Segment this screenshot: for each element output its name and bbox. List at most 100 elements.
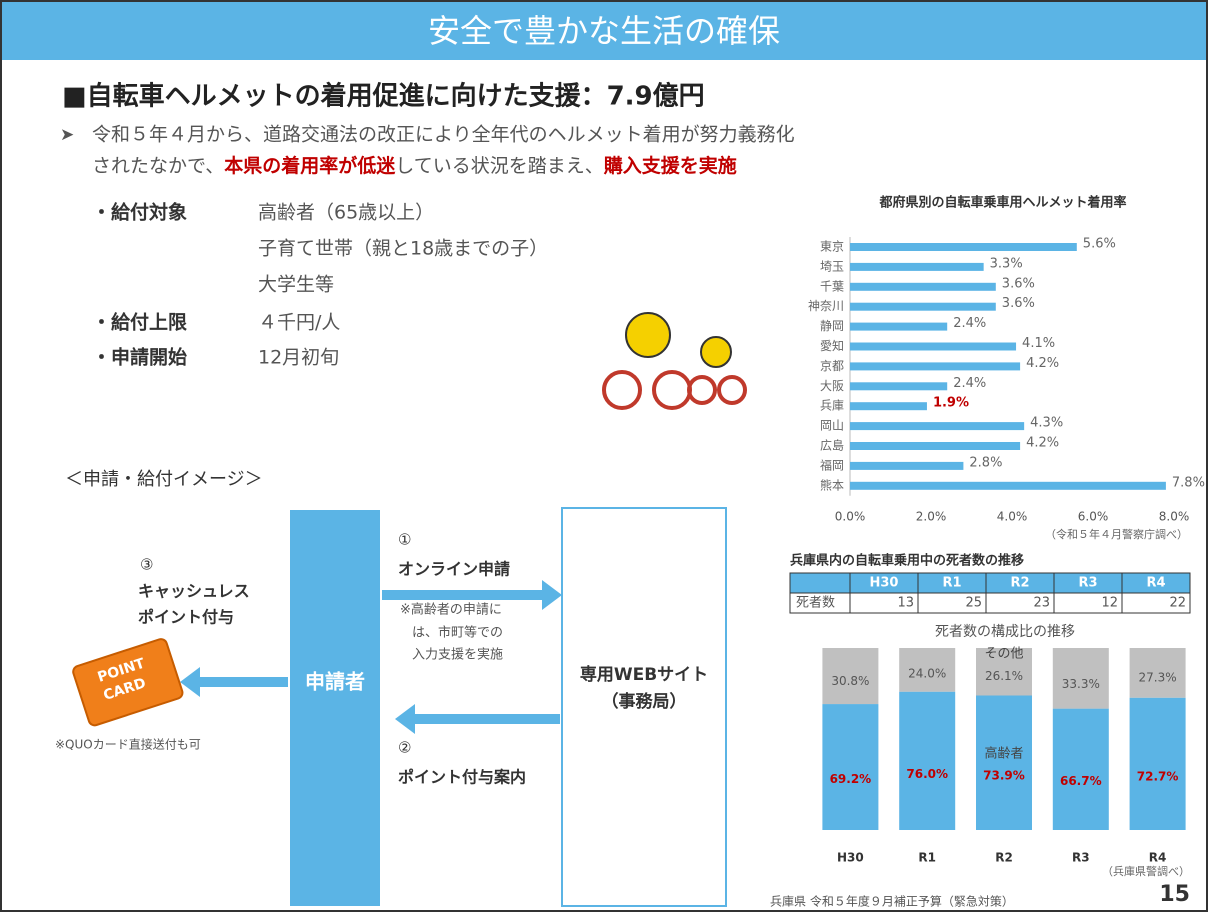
- item-label: ・給付対象: [92, 201, 187, 224]
- item-value: 子育て世帯（親と18歳までの子）: [258, 238, 548, 260]
- intro-line: 令和５年４月から、道路交通法の改正により全年代のヘルメット着用が努力義務化: [92, 124, 795, 146]
- bar: [850, 243, 1077, 251]
- value-label: 30.8%: [831, 674, 869, 688]
- item-value: 高齢者（65歳以上）: [258, 202, 434, 224]
- applicant-box: [290, 510, 380, 906]
- step-note: は、市町等での: [412, 625, 503, 641]
- stacked-bar: [899, 692, 955, 830]
- value-label: 4.3%: [1030, 416, 1063, 431]
- series-name: 高齢者: [984, 746, 1023, 762]
- value-label: 33.3%: [1062, 677, 1100, 691]
- value-label: 4.2%: [1026, 436, 1059, 451]
- site-label: 専用WEBサイト: [580, 665, 708, 685]
- value-label: 3.6%: [1002, 296, 1035, 311]
- intro-text: している状況を踏まえ、: [395, 155, 603, 177]
- value-label: 3.6%: [1002, 276, 1035, 291]
- bar: [850, 402, 927, 410]
- stacked-bar: [822, 704, 878, 830]
- value-label: 26.1%: [985, 669, 1023, 683]
- bar: [850, 283, 996, 291]
- step-label: ポイント付与案内: [398, 768, 526, 787]
- table-column-header: R4: [1146, 576, 1165, 591]
- category-label: 熊本: [820, 477, 844, 492]
- category-label: 岡山: [820, 419, 844, 433]
- series-name: その他: [984, 647, 1023, 662]
- bar: [850, 462, 963, 470]
- table-title: 兵庫県内の自転車乗用中の死者数の推移: [790, 553, 1024, 569]
- step-note: ※高齢者の申請に: [400, 602, 502, 618]
- value-label: 1.9%: [933, 396, 969, 411]
- stacked-bar: [1130, 698, 1186, 830]
- category-label: 愛知: [820, 339, 844, 353]
- value-label: 5.6%: [1083, 237, 1116, 252]
- item-value: ４千円/人: [258, 312, 340, 334]
- value-label: 76.0%: [906, 767, 948, 781]
- chart-source: （兵庫県警調べ）: [1102, 864, 1190, 878]
- table-column-header: R3: [1078, 576, 1097, 591]
- value-label: 7.8%: [1172, 475, 1205, 490]
- bar: [850, 263, 984, 271]
- x-tick-label: R4: [1149, 851, 1167, 865]
- value-label: 73.9%: [983, 769, 1025, 783]
- chart-title: 都府県別の自転車乗車用ヘルメット着用率: [878, 195, 1126, 211]
- value-label: 4.1%: [1022, 336, 1055, 351]
- intro-text: されたなかで、: [92, 155, 224, 177]
- category-label: 広島: [820, 438, 844, 453]
- heading: ■自転車ヘルメットの着用促進に向けた支援：7.9億円: [62, 81, 705, 112]
- value-label: 2.4%: [953, 376, 986, 391]
- category-label: 兵庫: [820, 399, 844, 413]
- intro-line: されたなかで、本県の着用率が低迷している状況を踏まえ、購入支援を実施: [92, 154, 737, 177]
- x-tick-label: 8.0%: [1159, 510, 1190, 524]
- step-number: ②: [398, 739, 411, 757]
- intro-emphasis: 本県の着用率が低迷: [224, 154, 396, 177]
- value-label: 66.7%: [1060, 774, 1102, 788]
- table-column-header: H30: [870, 576, 899, 591]
- x-tick-label: R1: [918, 851, 936, 865]
- diagram-title: ＜申請・給付イメージ＞: [65, 469, 263, 490]
- bar: [850, 323, 947, 331]
- slide: 安全で豊かな生活の確保 ■自転車ヘルメットの着用促進に向けた支援：7.9億円 ➤…: [0, 0, 1208, 912]
- value-label: 27.3%: [1139, 670, 1177, 684]
- applicant-label: 申請者: [305, 670, 365, 694]
- category-label: 埼玉: [820, 259, 844, 273]
- value-label: 72.7%: [1137, 770, 1179, 784]
- item-value: 大学生等: [258, 274, 334, 296]
- item-label: ・給付上限: [92, 311, 187, 334]
- value-label: 4.2%: [1026, 356, 1059, 371]
- bar: [850, 482, 1166, 490]
- value-label: 69.2%: [830, 772, 872, 786]
- category-label: 千葉: [820, 279, 844, 293]
- category-label: 大阪: [820, 379, 844, 393]
- stacked-bar: [1053, 709, 1109, 830]
- x-tick-label: R2: [995, 851, 1013, 865]
- step-note: 入力支援を実施: [412, 647, 503, 663]
- step-label: キャッシュレス: [138, 582, 250, 601]
- x-tick-label: 2.0%: [916, 510, 947, 524]
- bar: [850, 303, 996, 311]
- x-tick-label: H30: [837, 851, 864, 865]
- stacked-bar: [976, 696, 1032, 830]
- bar: [850, 343, 1016, 351]
- bar: [850, 362, 1020, 370]
- page-title: 安全で豊かな生活の確保: [428, 12, 780, 50]
- step-label: オンライン申請: [398, 560, 510, 579]
- table-column-header: R2: [1010, 576, 1029, 591]
- x-tick-label: 0.0%: [835, 510, 866, 524]
- value-label: 3.3%: [990, 256, 1023, 271]
- table-cell: 13: [897, 596, 914, 611]
- category-label: 神奈川: [808, 299, 844, 313]
- value-label: 2.4%: [953, 316, 986, 331]
- x-tick-label: 4.0%: [997, 510, 1028, 524]
- x-tick-label: 6.0%: [1078, 510, 1109, 524]
- bar: [850, 382, 947, 390]
- table-cell: 25: [965, 596, 982, 611]
- item-label: ・申請開始: [92, 346, 187, 369]
- value-label: 24.0%: [908, 667, 946, 681]
- category-label: 福岡: [820, 457, 844, 472]
- site-label: （事務局）: [602, 691, 687, 712]
- page-number: 15: [1159, 882, 1190, 907]
- item-value: 12月初旬: [258, 347, 339, 369]
- category-label: 静岡: [820, 319, 844, 333]
- footer-text: 兵庫県 令和５年度９月補正予算（緊急対策）: [770, 894, 1014, 909]
- table-column-header: R1: [942, 576, 961, 591]
